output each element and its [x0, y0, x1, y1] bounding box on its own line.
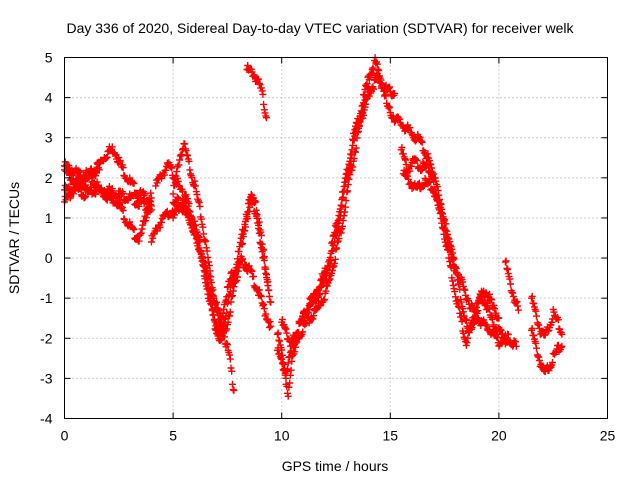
data-series: [528, 292, 566, 339]
plot-frame: [64, 57, 608, 419]
y-tick-label: 2: [45, 170, 53, 186]
data-series: [278, 84, 373, 350]
data-marks: [61, 54, 566, 400]
y-tick-label: -2: [40, 330, 53, 346]
data-series: [169, 191, 275, 338]
axis-ticks: 0 5 10 15 20 25 -4 -3 -2 -1 0 1 2 3 4 5: [40, 50, 615, 444]
data-series: [397, 144, 512, 348]
y-tick-label: 1: [45, 210, 53, 226]
data-series: [528, 325, 566, 375]
y-tick-label: 3: [45, 130, 53, 146]
data-point-markers: [169, 140, 273, 335]
data-point-markers: [528, 292, 566, 339]
y-tick-label: -1: [40, 290, 53, 306]
data-series: [169, 140, 273, 335]
data-point-markers: [243, 62, 270, 122]
x-tick-label: 0: [61, 428, 69, 444]
data-series: [399, 166, 503, 349]
data-point-markers: [399, 166, 503, 349]
y-tick-label: -3: [40, 370, 53, 386]
y-tick-label: 4: [45, 90, 53, 106]
data-series: [243, 62, 270, 122]
data-point-markers: [397, 144, 512, 348]
x-tick-label: 15: [383, 428, 399, 444]
data-series: [501, 257, 522, 314]
x-axis-title: GPS time / hours: [282, 458, 389, 474]
data-point-markers: [278, 84, 373, 350]
data-point-markers: [169, 191, 275, 338]
x-tick-label: 5: [169, 428, 177, 444]
y-tick-label: 5: [45, 50, 53, 66]
y-axis-title: SDTVAR / TECUs: [6, 182, 22, 294]
y-tick-label: -4: [40, 411, 53, 427]
x-tick-label: 10: [274, 428, 290, 444]
x-tick-label: 20: [491, 428, 507, 444]
chart-title: Day 336 of 2020, Sidereal Day-to-day VTE…: [66, 20, 574, 36]
x-tick-label: 25: [600, 428, 616, 444]
data-point-markers: [528, 325, 566, 375]
data-point-markers: [501, 257, 522, 314]
y-tick-label: 0: [45, 250, 53, 266]
